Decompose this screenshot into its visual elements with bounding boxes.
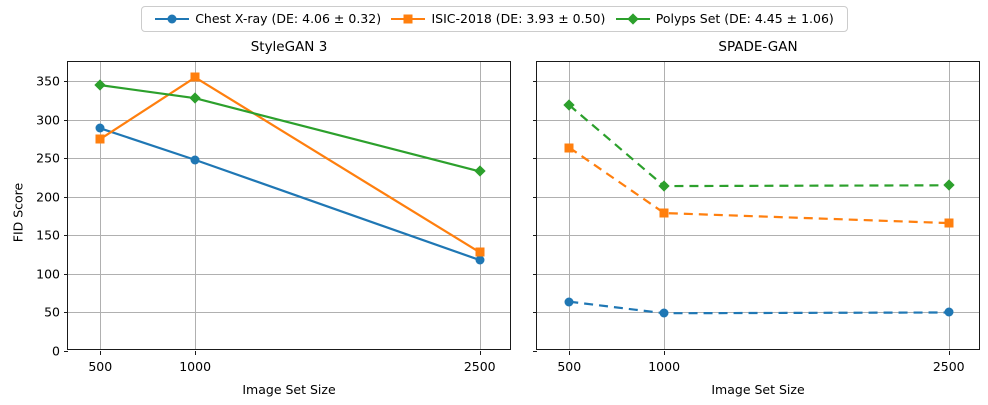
legend-swatch [391,12,426,26]
y-tick-label: 350 [36,73,60,89]
y-tick [64,196,68,198]
y-tick [64,158,68,160]
subplot-stylegan3: StyleGAN 3 0 50 100 150 200 250 300 350 500 1000 2… [36,39,511,374]
series-lines [99,76,481,262]
data-point-square [659,208,669,218]
x-tick-label: 500 [88,359,113,374]
gridline-horizontal [68,235,510,237]
gridline-vertical [948,62,950,349]
gridline-horizontal [537,119,979,121]
y-tick-label: 200 [36,189,60,205]
x-tick [569,351,571,355]
legend-label: ISIC-2018 (DE: 3.93 ± 0.50) [431,10,606,26]
gridline-horizontal [537,273,979,275]
legend-label: Chest X-ray (DE: 4.06 ± 0.32) [195,10,382,26]
y-tick [533,312,537,314]
x-axis-label-right: Image Set Size [711,382,805,397]
data-point-square [944,218,954,228]
y-tick-label: 50 [44,304,60,320]
data-point-square [564,143,574,153]
data-point-circle [475,255,485,265]
gridline-vertical [479,62,481,349]
x-tick [948,351,950,355]
plot-area [537,62,979,349]
y-tick [533,119,537,121]
series-line [568,146,949,225]
series-lines [568,104,949,315]
y-tick [64,273,68,275]
x-tick-label: 1000 [648,359,681,374]
y-tick [64,351,68,352]
gridline-horizontal [68,119,510,121]
marker-circle [167,14,177,24]
y-tick-label: 150 [36,227,60,243]
series-line [99,127,481,262]
gridline-horizontal [68,158,510,160]
data-point-circle [944,307,954,317]
y-tick [533,351,537,352]
y-tick [533,196,537,198]
y-tick [64,81,68,83]
y-tick [64,312,68,314]
gridline-horizontal [537,196,979,198]
y-tick [533,235,537,237]
gridline-horizontal [537,235,979,237]
gridline-horizontal [68,196,510,198]
legend-entry[interactable]: Polyps Set (DE: 4.45 ± 1.06) [615,10,834,26]
subplot-title: StyleGAN 3 [250,39,328,55]
y-tick-label: 0 [52,343,60,359]
series-line [99,76,481,254]
plot-area [68,62,510,349]
series-line [568,104,949,188]
x-tick-label: 500 [557,359,582,374]
x-tick [195,351,197,355]
subplot-title: SPADE-GAN [718,39,798,55]
legend-swatch [155,12,190,26]
legend-swatch [615,12,650,26]
y-tick [533,81,537,83]
legend-label: Polyps Set (DE: 4.45 ± 1.06) [655,10,834,26]
x-tick [664,351,666,355]
data-point-square [475,247,485,257]
gridline-vertical [100,62,102,349]
y-tick [64,235,68,237]
y-tick [533,158,537,160]
chart-legend: Chest X-ray (DE: 4.06 ± 0.32) ISIC-2018 (… [141,6,848,32]
gridline-vertical [195,62,197,349]
series-line [100,84,481,173]
x-tick-label: 2500 [463,359,496,374]
gridline-horizontal [68,273,510,275]
x-tick [479,351,481,355]
marker-square [403,14,413,24]
gridline-horizontal [537,312,979,314]
data-point-square [190,72,200,82]
x-axis-label-left: Image Set Size [242,382,336,397]
x-tick-label: 2500 [932,359,965,374]
gridline-horizontal [68,312,510,314]
subplot-spade-gan: SPADE-GAN 500 1000 2500 [533,39,980,374]
data-point-circle [190,155,200,165]
x-tick [100,351,102,355]
x-tick-label: 1000 [179,359,212,374]
y-tick-label: 100 [36,266,60,282]
data-point-circle [564,297,574,307]
y-tick-label: 250 [36,150,60,166]
gridline-horizontal [537,81,979,83]
y-tick [533,273,537,275]
data-point-circle [659,308,669,318]
data-point-circle [95,123,105,133]
y-tick [64,119,68,121]
legend-entry[interactable]: Chest X-ray (DE: 4.06 ± 0.32) [155,12,381,26]
gridline-horizontal [537,158,979,160]
marker-diamond [627,13,639,25]
y-tick-label: 300 [36,112,60,128]
gridline-vertical [569,62,571,349]
gridline-vertical [664,62,666,349]
gridline-horizontal [68,81,510,83]
series-line [569,300,949,315]
data-point-square [95,134,105,144]
legend-entry[interactable]: ISIC-2018 (DE: 3.93 ± 0.50) [391,12,605,26]
